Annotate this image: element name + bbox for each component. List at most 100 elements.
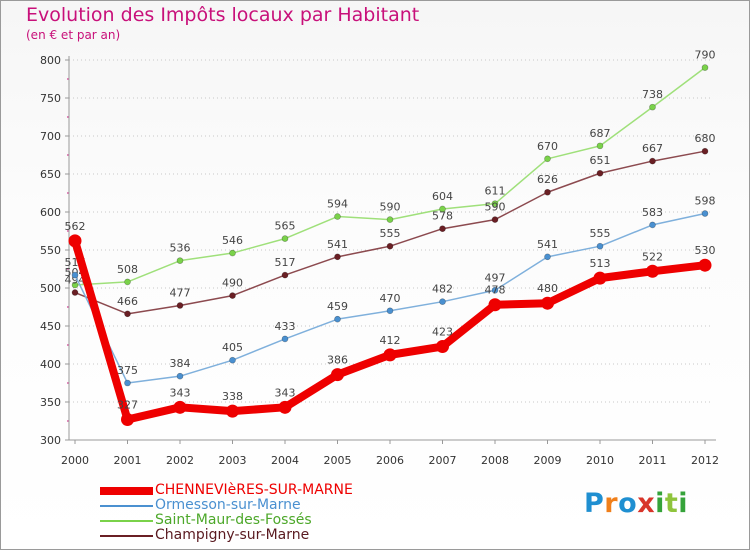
data-point [173, 400, 187, 414]
data-point [386, 307, 394, 315]
data-label: 670 [537, 140, 558, 153]
data-point [68, 234, 82, 248]
y-tick-label: 750 [40, 92, 61, 105]
data-label: 565 [275, 220, 296, 233]
data-point [383, 348, 397, 362]
data-point [334, 213, 341, 220]
legend-swatch [100, 505, 153, 507]
data-label: 490 [222, 277, 243, 290]
data-label: 478 [485, 284, 506, 297]
data-label: 555 [380, 227, 401, 240]
data-label: 327 [117, 398, 138, 411]
data-point [334, 315, 341, 323]
data-point [281, 335, 289, 343]
data-point [439, 225, 446, 233]
y-tick-label: 650 [40, 168, 61, 181]
y-tick-label: 500 [40, 282, 61, 295]
data-label: 338 [222, 390, 243, 403]
data-point [646, 264, 659, 278]
data-point [278, 400, 292, 414]
data-label: 611 [485, 185, 506, 198]
data-label: 508 [117, 263, 138, 276]
x-tick-label: 2000 [61, 454, 89, 467]
data-label: 530 [695, 244, 716, 257]
data-label: 513 [590, 257, 611, 270]
legend-label: Ormesson-sur-Marne [155, 497, 301, 513]
data-label: 667 [642, 142, 663, 155]
data-label: 604 [432, 190, 453, 203]
data-point [596, 242, 604, 250]
data-label: 459 [327, 300, 348, 313]
data-label: 536 [170, 242, 191, 255]
y-tick-label: 550 [40, 244, 61, 257]
x-tick-label: 2004 [271, 454, 299, 467]
data-label: 477 [170, 286, 191, 299]
y-tick-label: 400 [40, 358, 61, 371]
y-tick-label: 450 [40, 320, 61, 333]
data-label: 541 [327, 238, 348, 251]
data-label: 738 [642, 88, 663, 101]
x-tick-label: 2010 [586, 454, 614, 467]
data-point [541, 296, 554, 310]
x-tick-label: 2005 [324, 454, 352, 467]
data-label: 546 [222, 234, 243, 247]
data-label: 790 [695, 49, 716, 62]
data-point [439, 298, 446, 305]
data-label: 412 [380, 334, 401, 347]
y-tick-label: 300 [40, 434, 61, 447]
data-label: 562 [65, 220, 86, 233]
data-point [229, 249, 236, 257]
logo-letter: P [584, 488, 605, 519]
data-point [593, 271, 607, 285]
data-label: 583 [642, 206, 663, 219]
data-point [281, 271, 289, 279]
data-point [71, 281, 79, 289]
logo-letter: r [604, 488, 619, 519]
proxiti-logo: Proxiti [584, 488, 688, 519]
data-label: 626 [537, 173, 558, 186]
x-tick-label: 2012 [691, 454, 719, 467]
logo-letter: i [655, 488, 665, 519]
x-tick-label: 2006 [376, 454, 404, 467]
data-label: 517 [275, 256, 296, 269]
data-point [71, 289, 79, 296]
legend-label: Champigny-sur-Marne [155, 527, 310, 543]
data-label: 386 [327, 354, 348, 367]
legend-swatch [100, 487, 153, 495]
data-point [229, 292, 236, 299]
data-label: 541 [537, 238, 558, 251]
x-tick-label: 2002 [166, 454, 194, 467]
data-label: 680 [695, 132, 716, 145]
data-label: 470 [380, 292, 401, 305]
data-label: 423 [432, 326, 453, 339]
data-point [649, 157, 656, 165]
data-label: 578 [432, 210, 453, 223]
data-label: 482 [432, 283, 453, 296]
data-point [124, 278, 131, 286]
chart-title: Evolution des Impôts locaux par Habitant [26, 4, 420, 26]
data-point [124, 379, 131, 387]
data-point [226, 404, 239, 418]
data-label: 687 [590, 127, 611, 140]
data-label: 466 [117, 295, 138, 308]
data-point [176, 257, 184, 264]
data-point [176, 302, 184, 309]
data-point [436, 340, 449, 354]
data-point [596, 169, 604, 177]
data-point [439, 205, 446, 213]
data-point [544, 155, 551, 163]
data-label: 598 [695, 195, 716, 208]
data-point [229, 356, 236, 364]
data-label: 494 [65, 274, 86, 287]
x-tick-label: 2011 [639, 454, 667, 467]
data-point [386, 216, 394, 223]
data-point [491, 200, 499, 207]
data-label: 555 [590, 227, 611, 240]
data-label: 594 [327, 198, 348, 211]
data-point [176, 372, 184, 380]
data-point [596, 142, 604, 150]
data-point [71, 271, 79, 279]
data-point [649, 221, 656, 229]
data-label: 384 [170, 357, 191, 370]
